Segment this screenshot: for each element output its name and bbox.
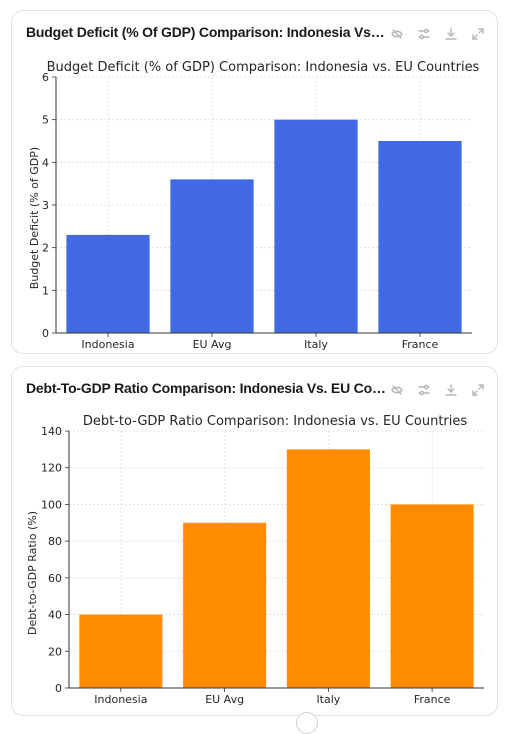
y-tick-label: 60 (48, 572, 62, 585)
eye-slash-icon[interactable] (388, 381, 406, 399)
expand-icon[interactable] (469, 381, 487, 399)
y-tick-label: 140 (41, 425, 62, 438)
chart-card-debt-to-gdp: Debt-To-GDP Ratio Comparison: Indonesia … (11, 366, 498, 716)
y-tick-label: 0 (55, 682, 62, 695)
y-tick-label: 1 (42, 284, 49, 297)
bar-france[interactable] (390, 504, 474, 688)
bar-eu-avg[interactable] (183, 522, 267, 688)
sliders-icon[interactable] (415, 25, 433, 43)
card-title: Budget Deficit (% Of GDP) Comparison: In… (26, 24, 386, 40)
y-axis-label: Budget Deficit (% of GDP) (28, 147, 41, 289)
x-tick-label: Italy (304, 338, 328, 351)
x-tick-label: Italy (316, 693, 340, 706)
bar-france[interactable] (378, 141, 462, 333)
bar-chart-debt-to-gdp: 0 20 40 60 80 100 120 140 Indonesia EU Avg Italy Fr… (26, 414, 484, 706)
y-tick-label: 80 (48, 535, 62, 548)
bar-eu-avg[interactable] (170, 179, 254, 333)
y-tick-label: 40 (48, 609, 62, 622)
card-title: Debt-To-GDP Ratio Comparison: Indonesia … (26, 380, 386, 396)
bar-indonesia[interactable] (79, 614, 163, 688)
y-axis-label: Debt-to-GDP Ratio (%) (26, 511, 39, 635)
bar-italy[interactable] (286, 449, 370, 688)
chart-toolbar (388, 25, 487, 43)
eye-slash-icon[interactable] (388, 25, 406, 43)
chart-title: Debt-to-GDP Ratio Comparison: Indonesia … (83, 414, 468, 429)
x-tick-label: France (414, 693, 451, 706)
scroll-down-button[interactable] (296, 712, 318, 734)
chart-title: Budget Deficit (% of GDP) Comparison: In… (47, 60, 480, 75)
download-icon[interactable] (442, 381, 460, 399)
y-tick-label: 100 (41, 498, 62, 511)
x-tick-label: Indonesia (94, 693, 147, 706)
y-tick-label: 4 (42, 156, 49, 169)
y-tick-label: 2 (42, 242, 49, 255)
chart-card-budget-deficit: Budget Deficit (% Of GDP) Comparison: In… (11, 10, 498, 354)
y-tick-label: 120 (41, 462, 62, 475)
bar-chart-budget-deficit: 0 1 2 3 4 5 6 Indonesia EU Avg Italy France Budget… (28, 60, 480, 351)
x-tick-label: Indonesia (81, 338, 134, 351)
y-tick-label: 6 (42, 71, 49, 84)
y-tick-label: 0 (42, 327, 49, 340)
download-icon[interactable] (442, 25, 460, 43)
x-tick-label: EU Avg (193, 338, 232, 351)
y-tick-label: 3 (42, 199, 49, 212)
expand-icon[interactable] (469, 25, 487, 43)
y-tick-label: 5 (42, 114, 49, 127)
card-header: Budget Deficit (% Of GDP) Comparison: In… (12, 11, 497, 55)
sliders-icon[interactable] (415, 381, 433, 399)
x-tick-label: France (402, 338, 439, 351)
chart-toolbar (388, 381, 487, 399)
x-tick-label: EU Avg (205, 693, 244, 706)
bar-italy[interactable] (274, 119, 358, 334)
card-header: Debt-To-GDP Ratio Comparison: Indonesia … (12, 367, 497, 411)
bar-indonesia[interactable] (66, 234, 150, 333)
y-tick-label: 20 (48, 645, 62, 658)
